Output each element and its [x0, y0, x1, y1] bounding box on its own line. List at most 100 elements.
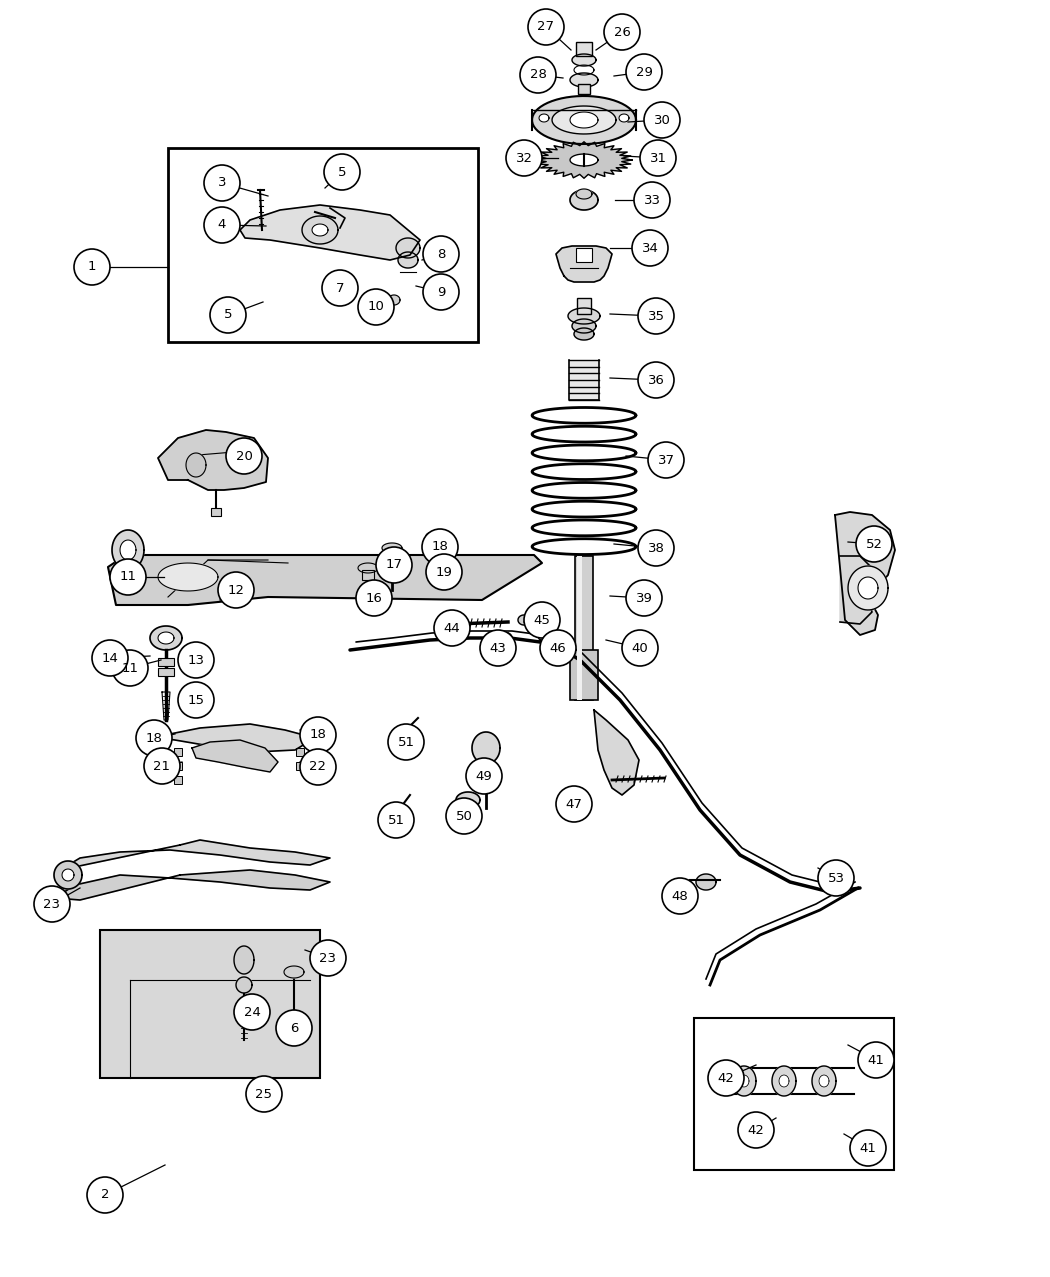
Text: 34: 34: [642, 241, 658, 254]
Circle shape: [112, 650, 148, 686]
Circle shape: [87, 1177, 123, 1213]
Circle shape: [358, 289, 394, 326]
Bar: [158, 668, 174, 676]
Text: 42: 42: [717, 1071, 734, 1084]
Bar: [578, 84, 590, 94]
Polygon shape: [858, 577, 878, 599]
Text: 49: 49: [476, 770, 492, 783]
Polygon shape: [835, 512, 895, 635]
Text: 9: 9: [437, 286, 445, 299]
Text: 32: 32: [516, 152, 532, 165]
Polygon shape: [388, 295, 400, 305]
Bar: [362, 570, 374, 580]
Circle shape: [210, 298, 246, 333]
Text: 22: 22: [310, 761, 327, 774]
Circle shape: [74, 249, 110, 285]
Circle shape: [178, 642, 214, 678]
Circle shape: [356, 580, 392, 616]
Polygon shape: [240, 206, 420, 261]
Text: 6: 6: [290, 1022, 298, 1034]
Circle shape: [324, 155, 360, 190]
Circle shape: [640, 140, 676, 176]
Text: 33: 33: [644, 194, 660, 207]
Circle shape: [34, 886, 70, 922]
Text: 50: 50: [456, 810, 472, 822]
Polygon shape: [234, 946, 254, 974]
Polygon shape: [779, 1075, 789, 1087]
Text: 31: 31: [650, 152, 667, 165]
Polygon shape: [312, 223, 328, 236]
Polygon shape: [574, 328, 594, 340]
Bar: [100, 930, 320, 1078]
Text: 17: 17: [385, 558, 402, 572]
Text: 18: 18: [432, 540, 448, 553]
Polygon shape: [284, 965, 304, 978]
Polygon shape: [576, 189, 592, 199]
Bar: [211, 508, 220, 516]
Polygon shape: [60, 840, 330, 870]
Polygon shape: [54, 861, 82, 889]
Polygon shape: [819, 1075, 830, 1087]
Polygon shape: [570, 112, 598, 128]
Circle shape: [528, 9, 564, 45]
Polygon shape: [120, 540, 136, 561]
Text: 45: 45: [533, 613, 550, 627]
Polygon shape: [620, 114, 629, 123]
Circle shape: [226, 438, 262, 474]
Polygon shape: [518, 616, 530, 624]
Circle shape: [426, 554, 462, 590]
Bar: [168, 148, 478, 342]
Bar: [386, 550, 398, 561]
Circle shape: [178, 682, 214, 718]
Text: 13: 13: [188, 654, 205, 667]
Polygon shape: [302, 216, 338, 244]
Circle shape: [506, 140, 542, 176]
Bar: [174, 762, 182, 770]
Text: 11: 11: [120, 571, 136, 584]
Polygon shape: [732, 1066, 756, 1096]
Circle shape: [604, 14, 640, 50]
Polygon shape: [400, 730, 416, 746]
Circle shape: [858, 1042, 894, 1078]
Text: 27: 27: [538, 20, 554, 33]
Circle shape: [662, 879, 698, 914]
Polygon shape: [496, 632, 512, 644]
Circle shape: [300, 716, 336, 753]
Circle shape: [520, 57, 556, 93]
Text: 23: 23: [43, 898, 61, 911]
Polygon shape: [472, 732, 500, 764]
Bar: [578, 298, 591, 314]
Circle shape: [626, 580, 662, 616]
Bar: [576, 248, 592, 262]
Polygon shape: [552, 106, 616, 134]
Polygon shape: [192, 739, 278, 773]
Polygon shape: [812, 1066, 836, 1096]
Text: 44: 44: [443, 622, 460, 635]
Polygon shape: [739, 1075, 749, 1087]
Circle shape: [622, 630, 658, 667]
Text: 11: 11: [122, 661, 139, 674]
Polygon shape: [108, 555, 542, 605]
Bar: [174, 776, 182, 784]
Polygon shape: [572, 319, 596, 333]
Polygon shape: [55, 870, 330, 900]
Bar: [570, 650, 598, 700]
Circle shape: [634, 183, 670, 218]
Text: 8: 8: [437, 248, 445, 261]
Text: 15: 15: [188, 693, 205, 706]
Text: 25: 25: [255, 1088, 273, 1101]
Text: 48: 48: [672, 890, 689, 903]
Circle shape: [276, 1010, 312, 1046]
Polygon shape: [840, 555, 871, 624]
Polygon shape: [538, 631, 550, 641]
Text: 5: 5: [224, 309, 232, 322]
Circle shape: [638, 361, 674, 398]
Polygon shape: [382, 543, 402, 553]
Text: 51: 51: [387, 813, 404, 826]
Polygon shape: [436, 548, 452, 555]
Bar: [576, 42, 592, 56]
Bar: [428, 548, 440, 555]
Circle shape: [434, 610, 470, 646]
Circle shape: [423, 275, 459, 310]
Circle shape: [322, 269, 358, 306]
